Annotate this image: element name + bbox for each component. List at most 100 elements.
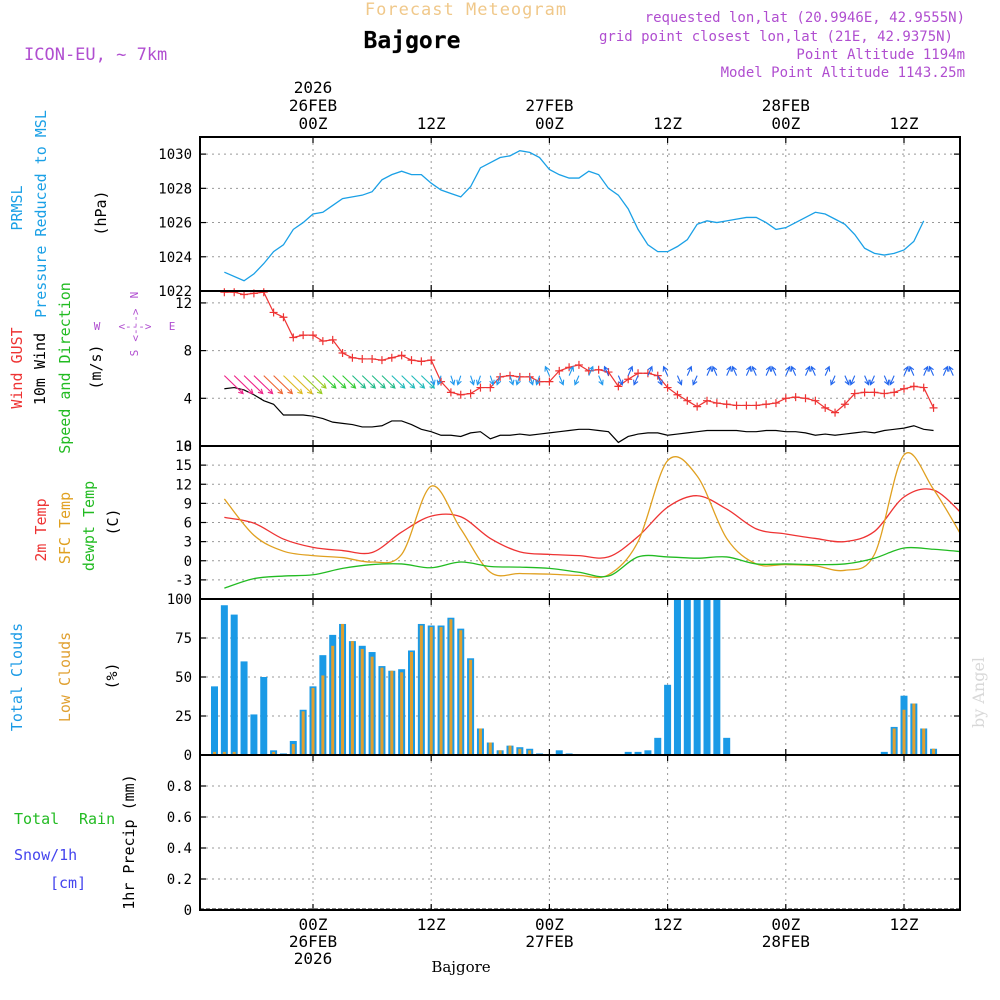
wind-gust-marker — [880, 389, 889, 398]
compass-ns-dash: <---> — [129, 308, 142, 341]
wind-direction-arrow — [568, 365, 575, 376]
wind-direction-arrow — [647, 365, 653, 376]
wind-direction-arrow — [456, 375, 462, 386]
y-tick-label: 15 — [175, 458, 192, 474]
wind-direction-arrow — [770, 365, 777, 376]
wind-direction-arrow — [598, 375, 604, 386]
total-cloud-bar — [624, 751, 632, 755]
low-cloud-bar — [478, 728, 482, 755]
y-tick-label: 9 — [184, 496, 192, 512]
wind-direction-arrow — [223, 375, 244, 395]
wind-gust-marker — [318, 337, 327, 346]
wind-direction-arrow — [686, 365, 693, 376]
pressure-line — [224, 150, 925, 282]
low-cloud-bar — [350, 641, 354, 755]
total-cloud-bar — [880, 751, 888, 755]
requested-coords: requested lon,lat (20.9946E, 42.9555N) — [645, 10, 965, 26]
total-cloud-bar — [693, 599, 701, 755]
wind-speed-dir-label: Speed and Direction — [56, 282, 74, 454]
compass-w: W — [94, 320, 101, 333]
low-cloud-bar — [912, 703, 916, 755]
y-tick-label: -3 — [175, 573, 192, 589]
low-cloud-bar — [429, 627, 433, 755]
low-cloud-bar — [390, 670, 394, 755]
top-time-label: 12Z — [417, 114, 446, 133]
wind-gust-marker — [900, 384, 908, 393]
wind-direction-arrow — [869, 375, 875, 386]
y-tick-label: 4 — [184, 391, 192, 407]
wind-gust-marker — [407, 356, 416, 365]
total-cloud-bar — [654, 737, 662, 755]
y-tick-label: 12 — [175, 477, 192, 493]
wind-gust-marker — [722, 400, 731, 409]
wind-gust-marker — [377, 356, 386, 365]
wind-direction-arrow — [810, 365, 816, 376]
wind-direction-arrow — [411, 375, 426, 389]
pressure-unit: (hPa) — [92, 190, 110, 235]
top-time-label: 27FEB — [525, 96, 573, 115]
temperature-panel: -3 0 3 6 9 12 15 18 — [175, 439, 961, 600]
wind-direction-arrow — [731, 365, 738, 376]
top-time-label: 26FEB — [289, 96, 337, 115]
temp-2m-line — [224, 488, 960, 559]
bottom-time-label: 2026 — [294, 949, 333, 968]
wind-direction-arrow — [401, 375, 416, 389]
pressure-panel: 1022 1024 1026 1028 1030 — [158, 136, 961, 300]
low-cloud-bar — [213, 751, 216, 755]
total-cloud-bar — [555, 750, 563, 755]
low-cloud-bar — [232, 751, 236, 755]
wind-10m-label: 10m Wind — [31, 333, 49, 405]
top-time-label: 28FEB — [762, 96, 810, 115]
total-cloud-bar — [230, 614, 238, 755]
wind-direction-arrow — [864, 375, 870, 386]
total-cloud-bar — [703, 599, 711, 755]
wind-direction-arrow — [420, 375, 436, 389]
total-cloud-bar — [723, 737, 731, 755]
wind-direction-arrow — [469, 375, 476, 386]
wind-gust-marker — [693, 402, 702, 411]
wind-direction-arrow — [745, 365, 752, 376]
low-cloud-bar — [331, 645, 335, 755]
wind-gust-marker — [456, 390, 465, 399]
wind-gust-marker — [742, 401, 751, 410]
wind-gust-marker — [890, 388, 899, 397]
y-tick-label: 1030 — [158, 147, 192, 163]
wind-gust-marker — [703, 396, 711, 405]
precip-axis-label: 1hr Precip (mm) — [120, 774, 138, 909]
low-cloud-bar — [311, 687, 315, 755]
wind-gust-marker — [840, 400, 849, 409]
clouds-low-label: Low Clouds — [56, 632, 74, 722]
wind-direction-arrow — [283, 375, 303, 395]
wind-direction-arrow — [603, 365, 610, 376]
wind-gust-marker — [574, 360, 583, 369]
total-cloud-bar — [713, 599, 721, 755]
wind-direction-arrow — [706, 365, 712, 376]
bottom-time-label: 12Z — [417, 915, 446, 934]
wind-gust-marker — [732, 401, 741, 410]
top-time-label: 12Z — [890, 114, 919, 133]
wind-direction-arrow — [765, 365, 772, 376]
model-altitude: Model Point Altitude 1143.25m — [721, 65, 965, 81]
wind-direction-arrow — [657, 375, 663, 386]
wind-direction-arrow — [830, 375, 836, 386]
wind-panel: 0 4 8 12 — [175, 288, 961, 455]
wind-direction-arrow — [381, 375, 396, 389]
clouds-panel: 0 25 50 75 100 — [167, 592, 961, 764]
low-cloud-bar — [400, 672, 404, 755]
wind-direction-arrow — [928, 365, 935, 376]
low-cloud-bar — [932, 748, 936, 755]
wind-gust-marker — [624, 375, 633, 384]
product-title: Forecast Meteogram — [365, 0, 567, 20]
wind-gust-marker — [259, 288, 268, 297]
y-tick-label: 8 — [184, 344, 192, 360]
y-tick-label: 0.2 — [167, 872, 192, 888]
y-tick-label: 1028 — [158, 181, 192, 197]
temp-dew-line — [224, 546, 960, 589]
top-time-label: 12Z — [653, 114, 682, 133]
panels: 1022102410261028103004812-30369121518025… — [158, 136, 961, 919]
y-tick-label: 1022 — [158, 284, 192, 300]
wind-10m-line — [224, 386, 934, 444]
wind-gust-marker — [801, 394, 810, 403]
y-tick-label: 0 — [184, 748, 192, 764]
total-cloud-bar — [634, 751, 642, 755]
